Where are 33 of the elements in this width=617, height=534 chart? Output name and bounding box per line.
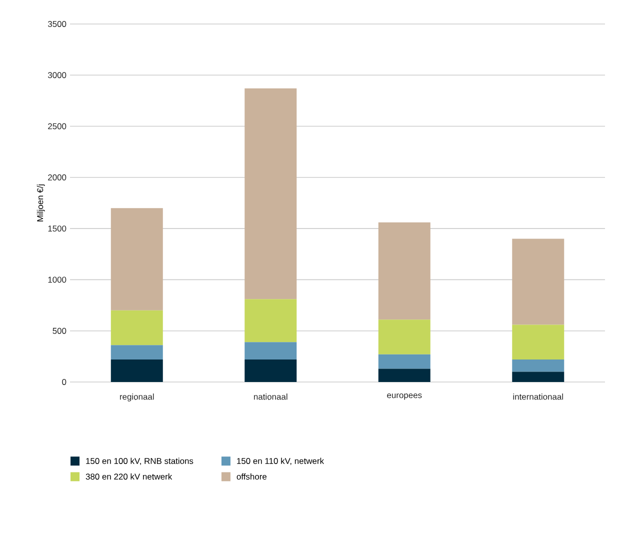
legend-label: offshore (236, 473, 267, 480)
bar (378, 368, 430, 382)
bar (378, 222, 430, 320)
legend-label: 150 en 110 kV, netwerk (237, 458, 324, 465)
bar (378, 320, 430, 354)
x-tick-label: regionaal (120, 394, 154, 402)
y-tick-label: 3500 (48, 20, 66, 27)
y-axis-title: Miljoen €/j (36, 184, 45, 222)
bar (244, 342, 297, 360)
bar (512, 359, 564, 372)
bar (512, 238, 564, 325)
x-tick-label: europees (387, 394, 422, 400)
y-tick-label: 3000 (48, 72, 66, 78)
bar (110, 359, 163, 382)
y-tick-label: 1000 (48, 276, 66, 283)
x-tick-label: nationaal (254, 394, 288, 400)
y-tick-label: 2000 (48, 174, 66, 180)
legend-label: 150 en 100 kV, RNB stations (86, 458, 194, 465)
bar (512, 372, 564, 382)
y-tick-label: 0 (62, 378, 66, 385)
y-tick-label: 2500 (48, 123, 66, 130)
bar (378, 354, 430, 369)
bar (244, 88, 297, 300)
bar (110, 208, 163, 310)
bar (244, 299, 297, 342)
bar (244, 359, 297, 382)
bar (110, 310, 163, 346)
y-tick-label: 1500 (48, 226, 66, 232)
x-tick-label: internationaal (513, 394, 563, 400)
legend-label: 380 en 220 kV netwerk (86, 473, 172, 480)
bar (110, 345, 163, 360)
bar (512, 324, 564, 360)
y-tick-label: 500 (52, 328, 66, 334)
